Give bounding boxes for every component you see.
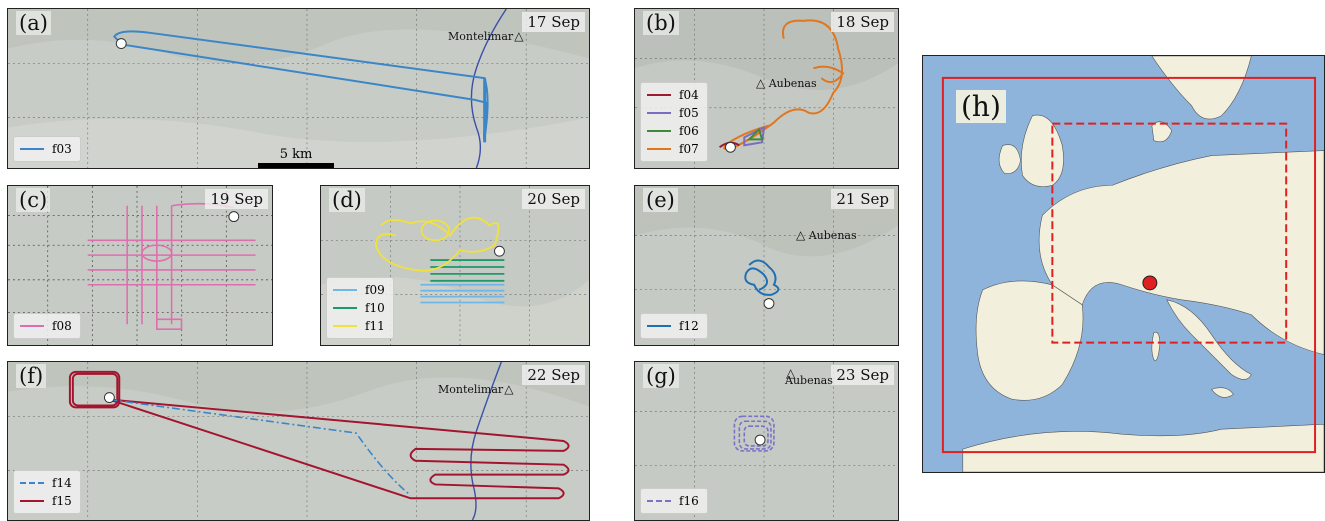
legend-entry-f07: f07	[647, 140, 699, 158]
site-marker	[1142, 275, 1158, 291]
panel-b: (b) 18 Sep △ Aubenas f04 f05 f06 f07	[634, 8, 899, 169]
panel-d: (d) 20 Sep f09 f10 f11	[320, 185, 590, 346]
legend-label: f14	[52, 476, 72, 490]
legend: f04 f05 f06 f07	[640, 82, 708, 162]
legend-label: f12	[679, 319, 699, 333]
legend-swatch	[333, 289, 357, 291]
legend-swatch	[333, 325, 357, 327]
legend-entry-f03: f03	[20, 140, 72, 158]
panel-c: (c) 19 Sep f08	[7, 185, 273, 346]
legend-entry-f16: f16	[647, 492, 699, 510]
legend: f16	[640, 488, 708, 514]
panel-a: (a) 17 Sep Montelimar△ 5 km f03	[7, 8, 590, 169]
north-africa	[962, 423, 1324, 472]
date-label: 19 Sep	[205, 189, 268, 209]
panel-label: (e)	[643, 188, 678, 212]
legend-entry-f11: f11	[333, 317, 385, 335]
legend-swatch	[20, 500, 44, 502]
legend-label: f08	[52, 319, 72, 333]
panel-f: (f) 22 Sep Montelimar△ f14 f15	[7, 361, 590, 521]
legend-label: f04	[679, 88, 699, 102]
legend-swatch	[647, 112, 671, 114]
terrain-background	[8, 186, 272, 345]
date-label: 17 Sep	[522, 12, 585, 32]
france-central-europe	[1038, 150, 1324, 355]
town-label: Montelimar△	[438, 382, 514, 396]
date-label: 22 Sep	[522, 365, 585, 385]
town-label: △ Aubenas	[796, 228, 857, 242]
legend: f14 f15	[13, 470, 81, 514]
legend-swatch	[20, 325, 44, 327]
legend-swatch	[647, 148, 671, 150]
flight-tracks-22sep	[68, 370, 570, 500]
date-label: 18 Sep	[831, 12, 894, 32]
denmark	[1151, 121, 1173, 143]
panel-label: (c)	[16, 188, 51, 212]
legend-entry-f06: f06	[647, 122, 699, 140]
legend-swatch	[20, 148, 44, 150]
legend-label: f06	[679, 124, 699, 138]
legend-entry-f09: f09	[333, 281, 385, 299]
inner-domain	[1051, 122, 1288, 344]
panel-label: (h)	[956, 90, 1006, 123]
legend: f09 f10 f11	[326, 277, 394, 339]
flight-track-f16	[733, 415, 775, 452]
europe-map	[923, 56, 1324, 472]
flight-track-f08	[87, 202, 256, 330]
town-label: Montelimar△	[448, 29, 524, 43]
legend-label: f11	[365, 319, 385, 333]
panel-e: (e) 21 Sep △ Aubenas f12	[634, 185, 899, 346]
corsica-sardinia	[1151, 331, 1161, 361]
legend-entry-f10: f10	[333, 299, 385, 317]
legend-swatch	[647, 325, 671, 327]
legend: f12	[640, 313, 708, 339]
panel-h-europe-map: (h)	[922, 55, 1325, 473]
legend-label: f15	[52, 494, 72, 508]
flight-tracks-18sep	[718, 19, 845, 153]
legend-label: f09	[365, 283, 385, 297]
iberia	[975, 280, 1084, 401]
legend-swatch	[647, 500, 671, 502]
flight-track-f12	[744, 259, 780, 309]
scandinavia	[1151, 56, 1252, 120]
outer-domain	[941, 76, 1317, 454]
panel-label: (d)	[329, 188, 365, 212]
terrain-background	[8, 9, 589, 168]
legend-entry-f12: f12	[647, 317, 699, 335]
legend-swatch	[333, 307, 357, 309]
legend-entry-f05: f05	[647, 104, 699, 122]
panel-label: (b)	[643, 11, 679, 35]
legend-entry-f08: f08	[20, 317, 72, 335]
legend-label: f10	[365, 301, 385, 315]
legend-swatch	[647, 130, 671, 132]
legend-label: f03	[52, 142, 72, 156]
date-label: 20 Sep	[522, 189, 585, 209]
panel-label: (a)	[16, 11, 51, 35]
panel-label: (g)	[643, 364, 679, 388]
legend-label: f05	[679, 106, 699, 120]
legend: f03	[13, 136, 81, 162]
terrain-background	[8, 362, 589, 520]
legend-entry-f14: f14	[20, 474, 72, 492]
legend-label: f07	[679, 142, 699, 156]
scale-bar: 5 km	[258, 146, 334, 168]
sicily	[1211, 387, 1234, 398]
panel-g: (g) 23 Sep △ Aubenas f16	[634, 361, 899, 521]
flight-tracks-20sep	[375, 216, 505, 304]
town-label: △ Aubenas	[785, 366, 833, 387]
legend: f08	[13, 313, 81, 339]
legend-swatch	[20, 482, 44, 484]
legend-swatch	[647, 94, 671, 96]
date-label: 23 Sep	[831, 365, 894, 385]
italy	[1166, 299, 1252, 380]
flight-track-f03	[113, 30, 489, 143]
panel-label: (f)	[16, 364, 47, 388]
legend-entry-f15: f15	[20, 492, 72, 510]
date-label: 21 Sep	[831, 189, 894, 209]
ireland	[998, 144, 1021, 174]
town-label: △ Aubenas	[756, 76, 817, 90]
terrain-background	[635, 362, 898, 520]
legend-entry-f04: f04	[647, 86, 699, 104]
legend-label: f16	[679, 494, 699, 508]
